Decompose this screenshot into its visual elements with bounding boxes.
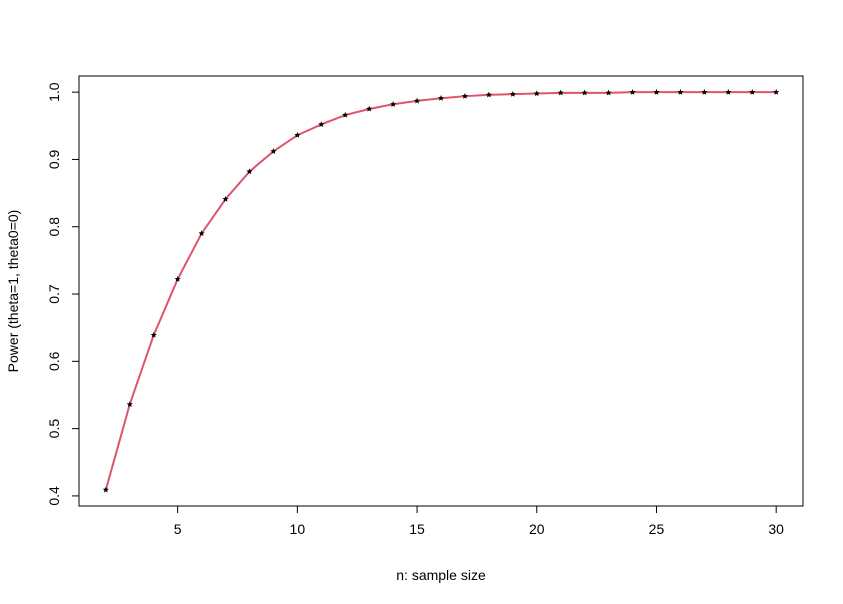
y-tick-label: 0.5	[46, 419, 62, 439]
y-axis-title: Power (theta=1, theta0=0)	[5, 210, 21, 373]
point	[150, 331, 157, 338]
y-tick-label: 0.8	[46, 217, 62, 237]
point	[557, 89, 564, 96]
point	[294, 132, 301, 138]
point	[701, 88, 708, 95]
x-tick-label: 20	[529, 521, 545, 537]
x-tick-label: 10	[290, 521, 306, 537]
x-axis-title: n: sample size	[396, 567, 486, 583]
point	[773, 88, 780, 95]
point	[485, 91, 492, 98]
point	[174, 276, 181, 282]
point	[246, 168, 253, 175]
point	[342, 111, 349, 118]
point	[605, 89, 612, 96]
point	[414, 97, 421, 104]
x-tick-label: 15	[409, 521, 425, 537]
y-tick-label: 0.7	[46, 284, 62, 304]
y-tick-label: 1.0	[46, 82, 62, 102]
point	[461, 92, 468, 99]
x-tick-label: 25	[649, 521, 665, 537]
point	[437, 95, 445, 101]
point	[581, 89, 588, 96]
x-tick-label: 5	[174, 521, 182, 537]
y-tick-label: 0.6	[46, 351, 62, 371]
point	[629, 88, 636, 95]
point	[677, 88, 684, 95]
point	[653, 88, 660, 95]
point	[270, 148, 277, 154]
y-tick-label: 0.4	[46, 486, 62, 506]
point	[749, 88, 756, 95]
point	[366, 105, 373, 112]
point	[222, 195, 229, 202]
point	[102, 486, 109, 493]
plot-frame	[78, 75, 804, 507]
point	[390, 101, 397, 107]
line	[104, 91, 777, 491]
point	[198, 230, 205, 237]
y-tick-label: 0.9	[46, 150, 62, 170]
point	[318, 121, 325, 128]
point	[533, 90, 540, 97]
point	[126, 401, 133, 407]
point	[509, 90, 516, 97]
x-tick-label: 30	[768, 521, 784, 537]
point	[725, 88, 732, 95]
